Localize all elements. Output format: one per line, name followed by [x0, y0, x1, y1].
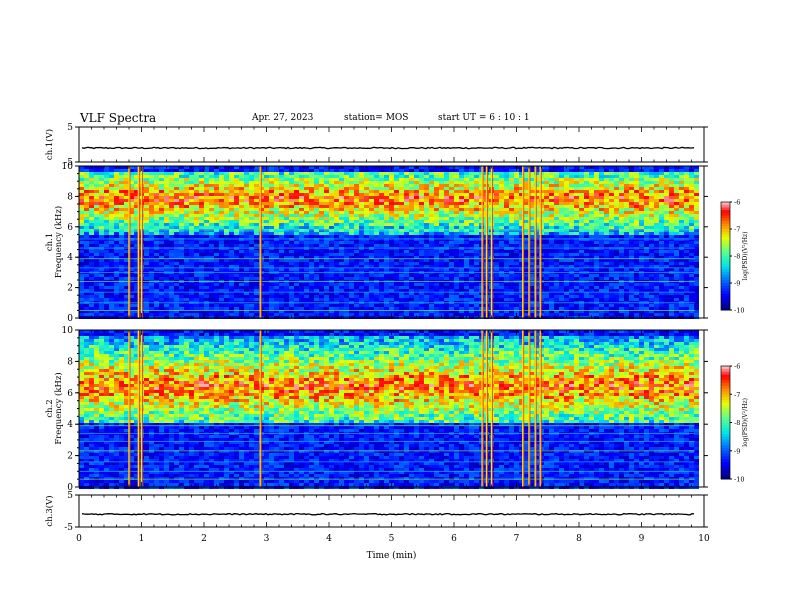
y-axis-label: ch.1 Frequency (kHz)	[45, 206, 64, 278]
y-tick-label: 4	[67, 420, 73, 430]
y-tick-label: -5	[64, 158, 73, 168]
x-tick-label: 7	[514, 534, 520, 544]
y-tick-label: 5	[67, 123, 73, 133]
colorbar-tick-label: -7	[734, 391, 740, 399]
y-tick-label: 8	[67, 357, 73, 367]
x-tick-label: 3	[264, 534, 270, 544]
x-tick-label: 2	[201, 534, 207, 544]
y-tick-label: 6	[67, 223, 73, 233]
colorbar-tick-label: -10	[734, 307, 744, 315]
x-tick-label: 5	[389, 534, 395, 544]
colorbars: -6 -7 -8 -9 -10 log(PSD)(V²/Hz) -6 -7 -8 -9 -10 log…	[720, 199, 749, 484]
colorbar-ch1: -6 -7 -8 -9 -10 log(PSD)(V²/Hz)	[720, 199, 749, 315]
y-tick-label: -5	[64, 523, 73, 533]
colorbar-tick-label: -9	[734, 280, 740, 288]
x-tick-label: 4	[326, 534, 332, 544]
waveform-trace	[81, 146, 695, 150]
colorbar-label: log(PSD)(V²/Hz)	[742, 232, 749, 281]
y-tick-label: 5	[67, 491, 73, 501]
y-tick-label: 4	[67, 253, 73, 263]
y-tick-label: 0	[67, 314, 73, 324]
y-tick-label: 8	[67, 192, 73, 202]
colorbar-tick-label: -6	[734, 363, 740, 371]
y-tick-label: 6	[67, 389, 73, 399]
y-axis-label: ch.1(V)	[44, 129, 55, 160]
waveform-ch1	[78, 126, 705, 163]
x-axis-label: Time (min)	[367, 550, 417, 561]
x-tick-label: 9	[639, 534, 645, 544]
chart-panels	[78, 126, 705, 528]
station-label: station= MOS	[344, 113, 409, 123]
y-tick-label: 0	[67, 483, 73, 493]
y-axis-label: ch.2 Frequency (kHz)	[45, 372, 64, 444]
colorbar-tick-label: -8	[734, 253, 740, 261]
colorbar-tick-label: -9	[734, 447, 740, 455]
x-tick-label: 6	[451, 534, 457, 544]
colorbar-tick-label: -10	[734, 476, 744, 484]
colorbar-ch2: -6 -7 -8 -9 -10 log(PSD)(V²/Hz)	[720, 363, 749, 484]
chart-title: VLF Spectra	[80, 111, 157, 125]
y-tick-label: 2	[67, 284, 73, 294]
y-tick-label: 10	[62, 162, 74, 172]
y-axis-label: ch.3(V)	[44, 495, 55, 526]
x-tick-label: 0	[76, 534, 82, 544]
spectrogram-ch1	[78, 165, 705, 319]
waveform-trace	[81, 512, 695, 516]
date-label: Apr. 27, 2023	[252, 113, 314, 123]
y-tick-label: 2	[67, 452, 73, 462]
x-tick-label: 8	[576, 534, 582, 544]
spectrogram-ch2	[78, 329, 705, 489]
x-tick-label: 10	[698, 534, 710, 544]
panel-frame	[78, 126, 705, 163]
colorbar-tick-label: -6	[734, 199, 740, 207]
x-tick-label: 1	[139, 534, 145, 544]
y-tick-label: 10	[62, 326, 74, 336]
start-ut-label: start UT = 6 : 10 : 1	[438, 113, 530, 123]
colorbar-label: log(PSD)(V²/Hz)	[742, 398, 749, 447]
colorbar-tick-label: -7	[734, 226, 740, 234]
colorbar-tick-label: -8	[734, 419, 740, 427]
